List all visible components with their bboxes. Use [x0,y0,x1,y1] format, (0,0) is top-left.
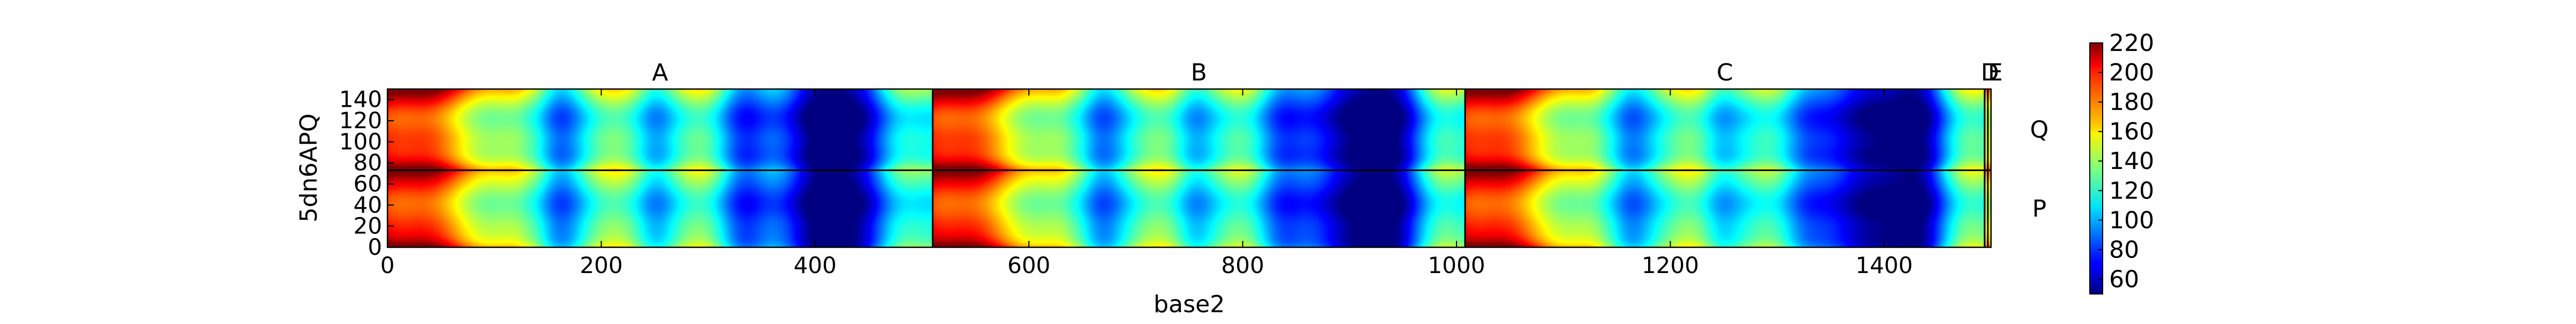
y-tick-label: 100 [339,128,382,154]
column-label: D [1981,59,1999,86]
row-label: P [2032,195,2047,223]
column-segment-labels: A B C DE [652,59,2003,86]
colorbar-tick-label: 220 [2109,30,2154,57]
column-label: C [1717,59,1733,86]
column-label: A [652,59,668,86]
colorbar-tick-label: 200 [2109,59,2154,86]
x-tick-label: 400 [794,252,837,278]
colorbar-tick-label: 120 [2109,177,2154,204]
colorbar-tick-label: 160 [2109,118,2154,145]
colorbar-tick-label: 180 [2109,89,2154,116]
x-tick-label: 600 [1007,252,1050,278]
x-tick-label: 1400 [1855,252,1913,278]
colorbar [2089,42,2103,294]
y-tick-label: 140 [339,86,382,113]
column-label: E [1988,59,2003,86]
y-tick-label: 120 [339,107,382,134]
x-tick-label: 1000 [1428,252,1485,278]
y-tick-label: 0 [368,234,382,260]
y-tick-label: 80 [354,150,382,176]
x-tick-label: 1200 [1642,252,1699,278]
row-label: Q [2030,116,2049,144]
colorbar-tick-label: 140 [2109,148,2154,175]
row-segment-labels: PQ [2030,116,2049,223]
x-axis-ticks: 0 200 400 600 800 1000 1200 1400 [380,89,1913,278]
y-axis-label: 5dn6APQ [295,113,323,222]
x-tick-label: 200 [580,252,623,278]
x-tick-label: 800 [1221,252,1264,278]
x-tick-label: 0 [380,252,395,278]
heatmap-image [387,89,1991,247]
segment-lines [387,89,1991,247]
y-tick-label: 60 [354,171,382,197]
column-label: B [1191,59,1207,86]
colorbar-tick-label: 80 [2109,236,2139,263]
colorbar-tick-label: 100 [2109,207,2154,234]
colorbar-tick-label: 60 [2109,266,2139,293]
plot-frame [386,88,1992,248]
y-tick-label: 20 [354,213,382,239]
x-axis-label: base2 [1154,291,1225,318]
y-tick-label: 40 [354,192,382,218]
